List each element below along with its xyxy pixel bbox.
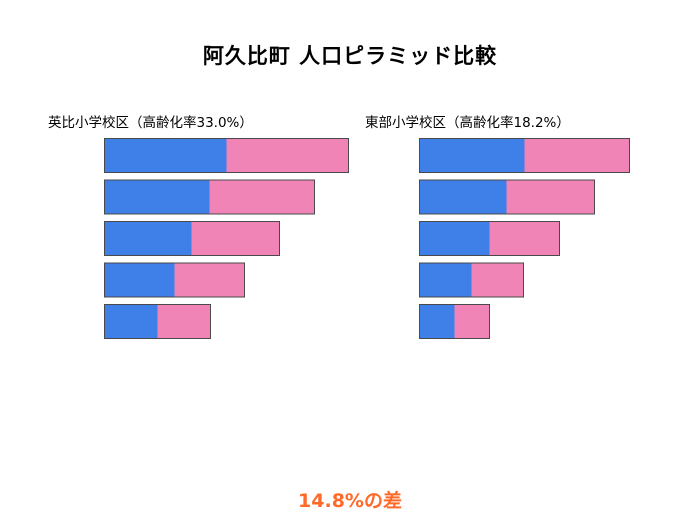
bar-right-row5-blue: [419, 304, 455, 339]
bar-right-row4-pink: [471, 263, 524, 297]
bar-right-row3-outline: [419, 221, 560, 256]
bar-right-row1-pink: [524, 138, 630, 173]
bar-left-row2-outline: [104, 179, 315, 215]
bar-right-row3-pink: [489, 221, 560, 256]
bar-left-row4-outline: [104, 262, 245, 298]
bar-right-row5-outline: [419, 304, 490, 339]
bar-left-row5-pink: [157, 304, 211, 339]
bar-left-row5-outline: [104, 304, 211, 339]
bar-left-row3-blue: [104, 221, 192, 256]
bar-right-row5-pink: [454, 304, 490, 339]
panel-right-title: 東部小学校区（高齢化率18.2%）: [365, 115, 570, 131]
chart-title: 阿久比町 人口ピラミッド比較: [202, 44, 498, 68]
pyramid-chart-right: [419, 138, 630, 339]
bar-left-row5-blue: [104, 304, 158, 339]
bar-right-row3-blue: [419, 221, 490, 256]
bar-right-row4-blue: [419, 263, 472, 297]
bar-right-row4-outline: [419, 262, 524, 298]
bar-right-row1-outline: [419, 138, 630, 173]
bar-left-row3-outline: [104, 221, 280, 256]
bar-left-row4-pink: [174, 263, 245, 297]
difference-note: 14.8%の差: [298, 490, 402, 512]
bar-right-row1-blue: [419, 138, 525, 173]
bar-left-row1-pink: [226, 138, 349, 173]
bar-right-row2-outline: [419, 179, 595, 215]
bar-right-row2-pink: [506, 180, 595, 214]
bar-left-row1-blue: [104, 138, 227, 173]
bar-left-row2-pink: [209, 180, 315, 214]
panel-left-title: 英比小学校区（高齢化率33.0%）: [48, 115, 253, 131]
bar-left-row3-pink: [191, 221, 280, 256]
bar-left-row2-blue: [104, 180, 210, 214]
bar-left-row1-outline: [104, 138, 349, 173]
bar-left-row4-blue: [104, 263, 175, 297]
bar-right-row2-blue: [419, 180, 507, 214]
pyramid-chart-left: [104, 138, 349, 339]
